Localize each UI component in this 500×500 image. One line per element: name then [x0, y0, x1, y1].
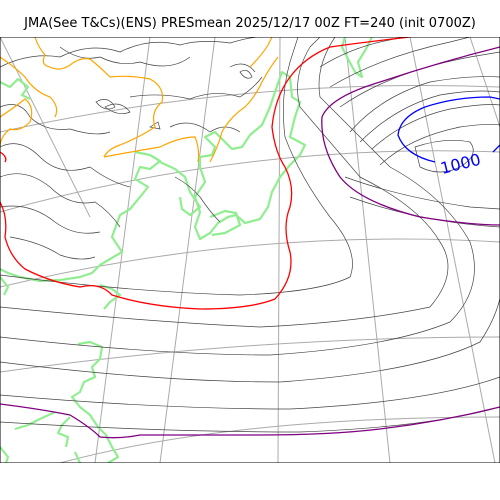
- isobar-red-left: [0, 151, 7, 163]
- chart-title: JMA(See T&Cs)(ENS) PRESmean 2025/12/17 0…: [24, 16, 476, 31]
- isobar-1000: [397, 96, 500, 163]
- graticule: [0, 37, 500, 463]
- isobar-red: [0, 37, 411, 310]
- coastlines: [0, 37, 373, 463]
- pressure-map: 1000: [0, 37, 500, 463]
- isobars-orange: [0, 37, 279, 163]
- contour-label-1000: 1000: [438, 150, 482, 178]
- isobar-purple-top: [321, 46, 500, 226]
- isobars: [0, 37, 500, 433]
- isobar-purple-bottom: [0, 403, 500, 439]
